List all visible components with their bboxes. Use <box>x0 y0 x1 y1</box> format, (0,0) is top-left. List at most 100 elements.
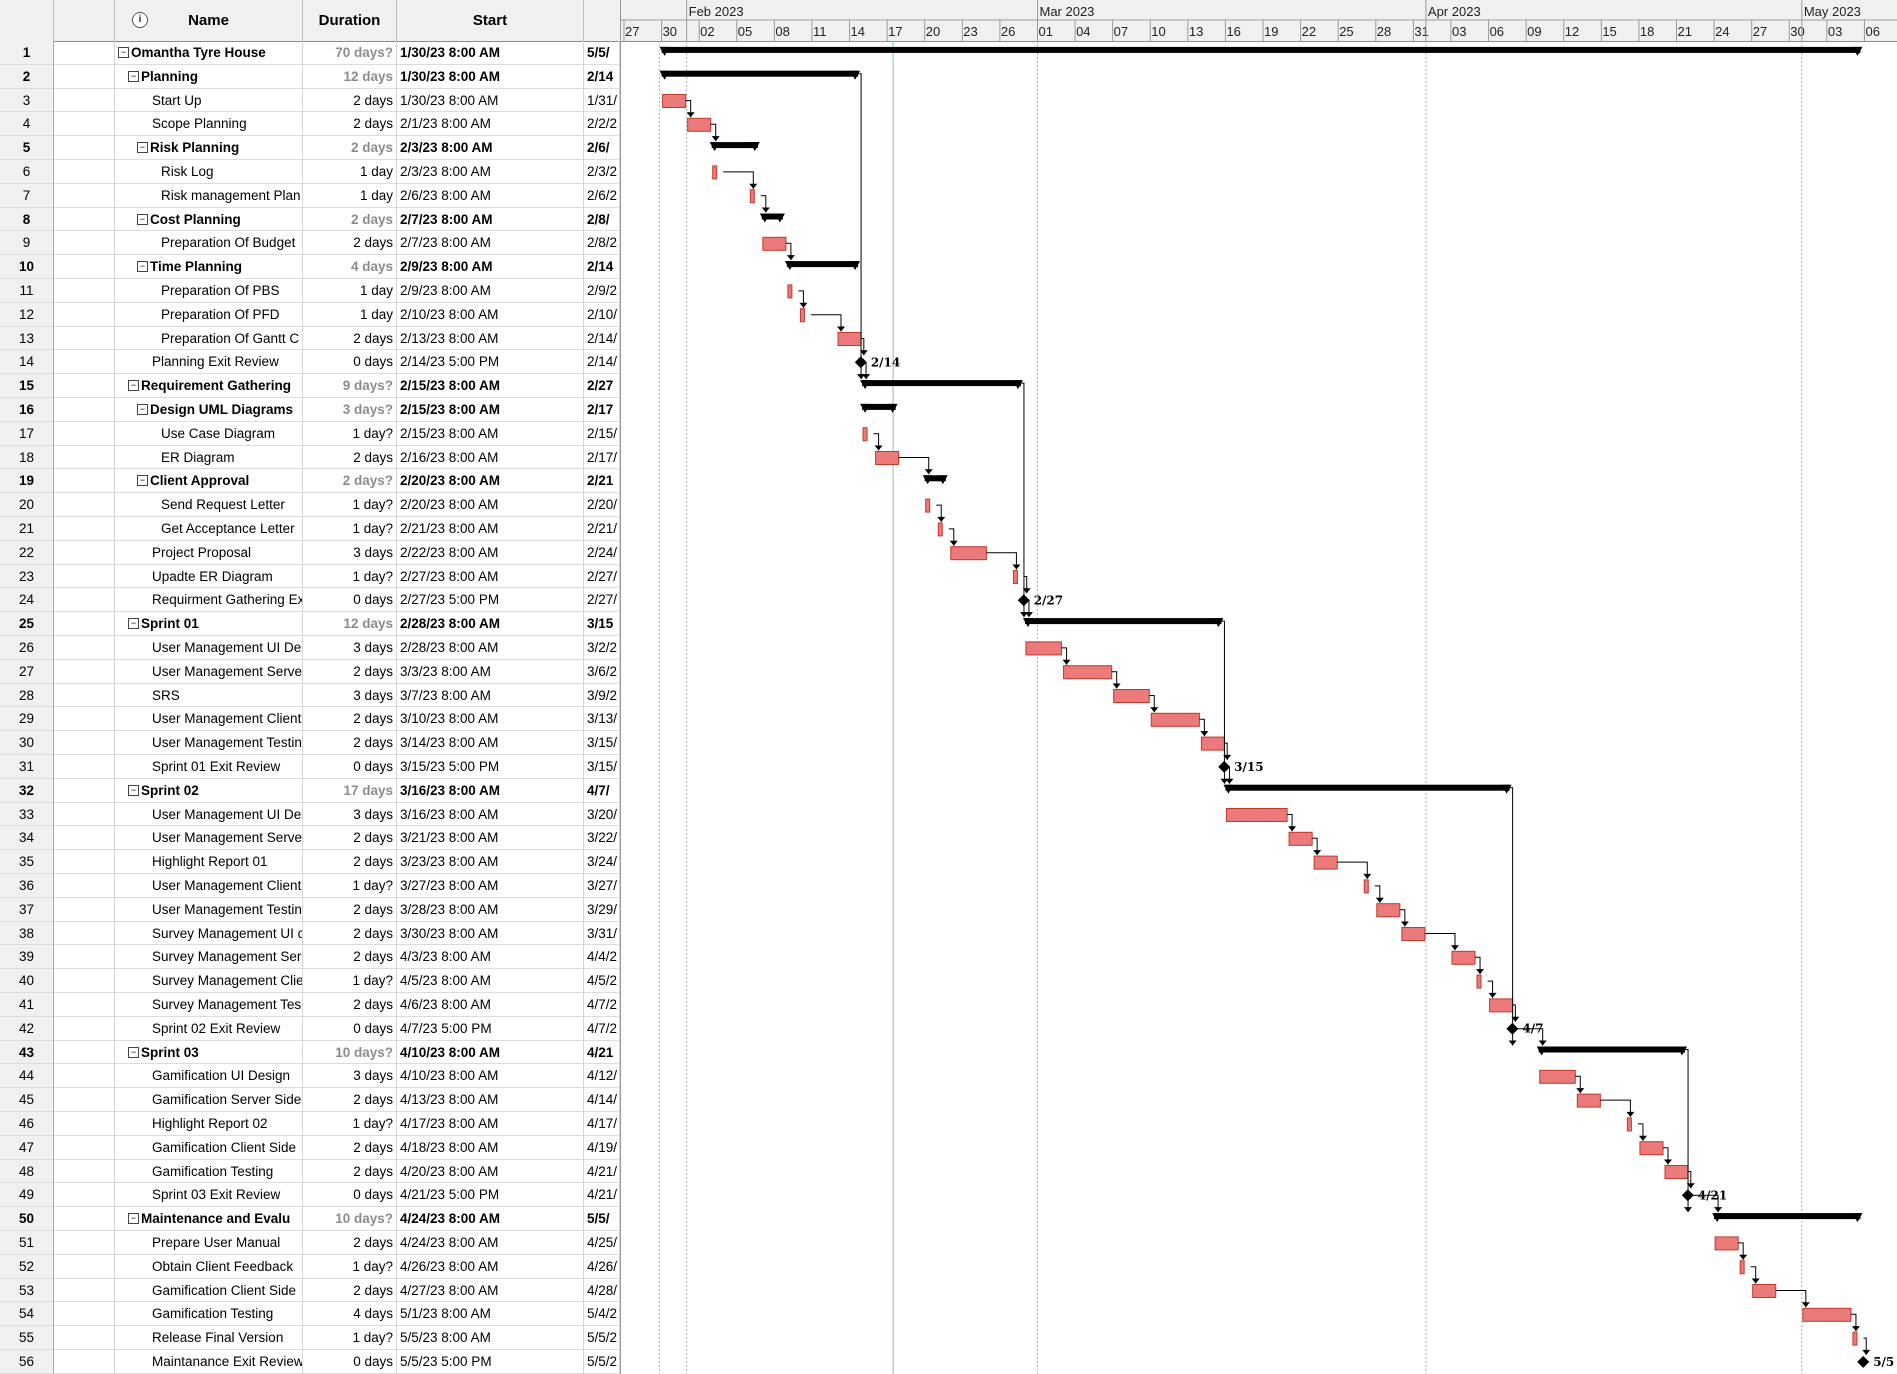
table-row[interactable]: 55 Release Final Version 1 day? 5/5/23 8:00… <box>0 1326 620 1350</box>
column-header-id[interactable] <box>0 0 54 41</box>
task-name-cell[interactable]: User Management Client <box>115 707 303 732</box>
task-duration[interactable]: 0 days <box>303 1350 397 1374</box>
task-start[interactable]: 3/21/23 8:00 AM <box>397 826 584 851</box>
task-name-cell[interactable]: Send Request Letter <box>115 493 303 517</box>
table-row[interactable]: 16− Design UML Diagrams 3 days? 2/15/23 8:0… <box>0 398 620 422</box>
task-finish[interactable]: 2/9/2 <box>584 279 620 303</box>
task-finish[interactable]: 2/21/ <box>584 517 620 541</box>
task-finish[interactable]: 3/2/2 <box>584 636 620 660</box>
task-duration[interactable]: 10 days? <box>303 1207 397 1231</box>
task-start[interactable]: 2/14/23 5:00 PM <box>397 350 584 375</box>
task-finish[interactable]: 2/27/ <box>584 588 620 613</box>
task-name-cell[interactable]: − Cost Planning <box>115 207 303 232</box>
task-name-cell[interactable]: User Management Testin <box>115 897 303 922</box>
table-row[interactable]: 5− Risk Planning 2 days 2/3/23 8:00 AM 2/6/ <box>0 136 620 160</box>
task-finish[interactable]: 2/20/ <box>584 493 620 517</box>
table-row[interactable]: 21 Get Acceptance Letter 1 day? 2/21/23 8:0… <box>0 517 620 541</box>
task-duration[interactable]: 1 day? <box>303 874 397 898</box>
task-start[interactable]: 2/15/23 8:00 AM <box>397 421 584 446</box>
collapse-icon[interactable]: − <box>137 261 148 273</box>
task-start[interactable]: 1/30/23 8:00 AM <box>397 41 584 65</box>
task-start[interactable]: 2/9/23 8:00 AM <box>397 279 584 303</box>
table-row[interactable]: 32− Sprint 02 17 days 3/16/23 8:00 AM 4/7/ <box>0 778 620 803</box>
collapse-icon[interactable]: − <box>137 403 148 415</box>
task-duration[interactable]: 1 day? <box>303 493 397 517</box>
table-row[interactable]: 19− Client Approval 2 days? 2/20/23 8:00 AM… <box>0 469 620 494</box>
table-row[interactable]: 41 Survey Management Tes 2 days 4/6/23 8:00… <box>0 993 620 1017</box>
table-row[interactable]: 3 Start Up 2 days 1/30/23 8:00 AM 1/31/ <box>0 88 620 113</box>
table-row[interactable]: 10− Time Planning 4 days 2/9/23 8:00 AM 2/14 <box>0 255 620 279</box>
table-row[interactable]: 54 Gamification Testing 4 days 5/1/23 8:00 … <box>0 1302 620 1327</box>
task-start[interactable]: 5/5/23 8:00 AM <box>397 1326 584 1350</box>
task-name-cell[interactable]: Survey Management Tes <box>115 993 303 1017</box>
task-start[interactable]: 2/28/23 8:00 AM <box>397 636 584 660</box>
task-name-cell[interactable]: ER Diagram <box>115 445 303 470</box>
collapse-icon[interactable]: − <box>128 784 139 796</box>
task-duration[interactable]: 2 days <box>303 231 397 256</box>
task-duration[interactable]: 3 days <box>303 540 397 565</box>
task-duration[interactable]: 10 days? <box>303 1040 397 1065</box>
task-duration[interactable]: 12 days <box>303 64 397 89</box>
task-duration[interactable]: 0 days <box>303 1183 397 1208</box>
task-finish[interactable]: 2/3/2 <box>584 160 620 184</box>
task-duration[interactable]: 2 days <box>303 731 397 755</box>
task-name-cell[interactable]: Use Case Diagram <box>115 421 303 446</box>
task-name-cell[interactable]: User Management Server <box>115 826 303 851</box>
task-name-cell[interactable]: User Management Server <box>115 659 303 684</box>
table-row[interactable]: 50− Maintenance and Evalu 10 days? 4/24/23 … <box>0 1207 620 1231</box>
task-finish[interactable]: 4/28/ <box>584 1278 620 1303</box>
task-start[interactable]: 3/14/23 8:00 AM <box>397 731 584 755</box>
task-duration[interactable]: 2 days? <box>303 469 397 494</box>
task-finish[interactable]: 2/27 <box>584 374 620 398</box>
task-finish[interactable]: 3/6/2 <box>584 659 620 684</box>
table-row[interactable]: 40 Survey Management Clie 1 day? 4/5/23 8:0… <box>0 969 620 993</box>
task-name-cell[interactable]: Sprint 02 Exit Review <box>115 1016 303 1041</box>
task-start[interactable]: 3/16/23 8:00 AM <box>397 778 584 803</box>
task-duration[interactable]: 3 days <box>303 1064 397 1089</box>
task-finish[interactable]: 4/26/ <box>584 1254 620 1279</box>
task-duration[interactable]: 2 days <box>303 850 397 874</box>
task-start[interactable]: 4/24/23 8:00 AM <box>397 1207 584 1231</box>
task-name-cell[interactable]: Survey Management Clie <box>115 969 303 993</box>
task-finish[interactable]: 2/2/2 <box>584 112 620 137</box>
table-row[interactable]: 27 User Management Server 2 days 3/3/23 8:0… <box>0 659 620 684</box>
task-name-cell[interactable]: Risk management Plan <box>115 183 303 208</box>
task-name-cell[interactable]: Highlight Report 01 <box>115 850 303 874</box>
task-finish[interactable]: 4/17/ <box>584 1112 620 1136</box>
task-start[interactable]: 3/23/23 8:00 AM <box>397 850 584 874</box>
task-name-cell[interactable]: Sprint 01 Exit Review <box>115 755 303 779</box>
task-duration[interactable]: 1 day? <box>303 1112 397 1136</box>
task-finish[interactable]: 3/15 <box>584 612 620 636</box>
task-start[interactable]: 2/7/23 8:00 AM <box>397 207 584 232</box>
table-row[interactable]: 30 User Management Testin 2 days 3/14/23 8:… <box>0 731 620 755</box>
task-duration[interactable]: 70 days? <box>303 41 397 65</box>
table-row[interactable]: 1− Omantha Tyre House 70 days? 1/30/23 8:00… <box>0 41 620 65</box>
task-duration[interactable]: 2 days <box>303 993 397 1017</box>
table-row[interactable]: 29 User Management Client 2 days 3/10/23 8:… <box>0 707 620 732</box>
table-row[interactable]: 15− Requirement Gathering 9 days? 2/15/23 8… <box>0 374 620 398</box>
task-finish[interactable]: 1/31/ <box>584 88 620 113</box>
task-start[interactable]: 2/15/23 8:00 AM <box>397 374 584 398</box>
task-name-cell[interactable]: Prepare User Manual <box>115 1231 303 1255</box>
task-start[interactable]: 4/13/23 8:00 AM <box>397 1088 584 1112</box>
table-row[interactable]: 2− Planning 12 days 1/30/23 8:00 AM 2/14 <box>0 64 620 89</box>
task-duration[interactable]: 2 days <box>303 826 397 851</box>
task-duration[interactable]: 17 days <box>303 778 397 803</box>
task-duration[interactable]: 1 day? <box>303 969 397 993</box>
task-finish[interactable]: 4/12/ <box>584 1064 620 1089</box>
table-row[interactable]: 47 Gamification Client Side 2 days 4/18/23 … <box>0 1135 620 1160</box>
task-start[interactable]: 3/30/23 8:00 AM <box>397 921 584 946</box>
task-duration[interactable]: 1 day <box>303 302 397 327</box>
task-name-cell[interactable]: Gamification Client Side <box>115 1135 303 1160</box>
task-name-cell[interactable]: − Planning <box>115 64 303 89</box>
table-row[interactable]: 22 Project Proposal 3 days 2/22/23 8:00 AM 2… <box>0 540 620 565</box>
task-name-cell[interactable]: − Time Planning <box>115 255 303 279</box>
task-finish[interactable]: 2/8/ <box>584 207 620 232</box>
task-finish[interactable]: 2/14 <box>584 255 620 279</box>
task-name-cell[interactable]: Survey Management Ser <box>115 945 303 970</box>
task-name-cell[interactable]: − Sprint 02 <box>115 778 303 803</box>
table-row[interactable]: 26 User Management UI Des 3 days 2/28/23 8:… <box>0 636 620 660</box>
task-finish[interactable]: 3/15/ <box>584 755 620 779</box>
task-start[interactable]: 4/6/23 8:00 AM <box>397 993 584 1017</box>
